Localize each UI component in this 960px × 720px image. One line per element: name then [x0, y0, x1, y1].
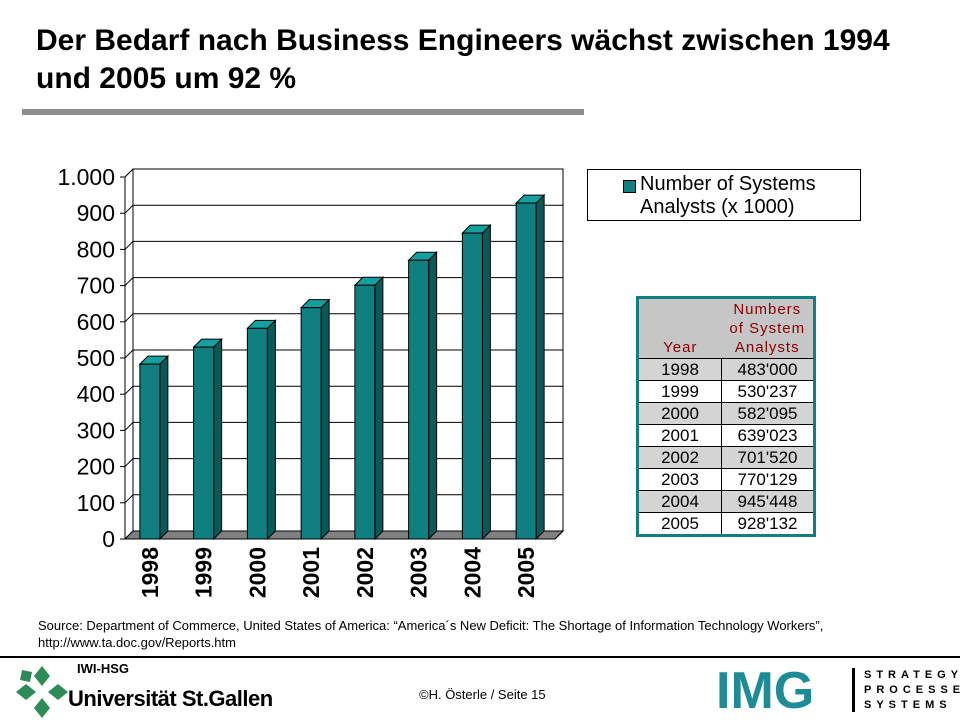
table-cell-value: 530'237	[721, 380, 815, 403]
table-cell-year: 2003	[637, 468, 722, 491]
bar	[354, 284, 376, 540]
x-tick-label: 2000	[244, 547, 270, 598]
y-tick-label: 100	[77, 490, 115, 516]
img-logo-text: IMG	[716, 666, 814, 712]
y-tick-label: 800	[77, 236, 115, 262]
bar	[193, 346, 215, 540]
img-logo-icon: IMG	[716, 666, 814, 712]
table-header-year: Year	[637, 297, 722, 359]
slide-title: Der Bedarf nach Business Engineers wächs…	[36, 24, 890, 95]
gridline	[124, 168, 563, 178]
table-cell-year: 2004	[637, 490, 722, 513]
table-header-analysts: Numbers of System Analysts	[721, 297, 815, 359]
table-row: 2002 701'520	[637, 446, 815, 469]
table-cell-year: 2002	[637, 446, 722, 469]
y-tick-label: 400	[77, 381, 115, 407]
bar	[139, 363, 161, 540]
y-tick-label: 0	[102, 526, 115, 552]
x-tick-label: 2003	[406, 547, 432, 598]
tagline-processes: PROCESSES	[864, 684, 960, 696]
table-row: 2004 945'448	[637, 490, 815, 513]
gridline	[124, 204, 563, 214]
table-row: 1999 530'237	[637, 380, 815, 403]
bar-side	[535, 193, 545, 541]
table-cell-year: 2000	[637, 402, 722, 425]
table-row: 2001 639'023	[637, 424, 815, 447]
hsg-logo-icon	[16, 666, 68, 718]
x-tick-label: 1999	[191, 547, 217, 598]
source-note: Source: Department of Commerce, United S…	[38, 618, 824, 650]
table-cell-value: 483'000	[721, 358, 815, 381]
x-tick-label: 2005	[513, 547, 539, 598]
university-name: Universität St.Gallen	[68, 686, 273, 711]
y-tick-label: 1.000	[57, 164, 115, 190]
table-cell-value: 582'095	[721, 402, 815, 425]
copyright-page: ©H. Österle / Seite 15	[419, 687, 546, 702]
table-cell-year: 1999	[637, 380, 722, 403]
table-cell-value: 639'023	[721, 424, 815, 447]
table-cell-year: 2001	[637, 424, 722, 447]
footer-divider	[0, 656, 960, 658]
table-row: 2005 928'132	[637, 512, 815, 536]
data-table: Year Numbers of System Analysts 1998 483'…	[636, 296, 816, 537]
legend-label: Number of Systems Analysts (x 1000)	[640, 173, 816, 218]
bar-chart: 0 100 200 300 400 500 600 700 800 900 1.000 1998 199…	[57, 164, 565, 598]
chart-floor	[123, 530, 565, 540]
y-tick-label: 700	[77, 273, 115, 299]
table-cell-value: 945'448	[721, 490, 815, 513]
table-cell-value: 928'132	[721, 512, 815, 536]
y-tick-label: 600	[77, 309, 115, 335]
table-row: 2003 770'129	[637, 468, 815, 491]
chart-back-wall	[123, 168, 564, 540]
bar	[408, 259, 430, 540]
table-row: 1998 483'000	[637, 358, 815, 381]
table-row: 2000 582'095	[637, 402, 815, 425]
bar-side	[159, 354, 169, 541]
bar	[461, 232, 483, 540]
gridline	[124, 240, 563, 250]
img-tagline: STRATEGY PROCESSES SYSTEMS	[864, 668, 960, 713]
tagline-strategy: STRATEGY	[864, 669, 960, 681]
title-underline	[22, 109, 584, 115]
table-cell-year: 2005	[637, 512, 722, 536]
table-cell-value: 770'129	[721, 468, 815, 491]
iwi-label: IWI-HSG	[77, 661, 129, 676]
table-header-row: Year Numbers of System Analysts	[637, 297, 815, 359]
table-cell-year: 1998	[637, 358, 722, 381]
bar	[246, 327, 268, 540]
bar-side	[213, 337, 223, 541]
y-tick-label: 500	[77, 345, 115, 371]
bar-side	[428, 251, 438, 541]
table-body: 1998 483'000 1999 530'237 2000 582'095 2001 639…	[637, 358, 815, 536]
logo-separator	[852, 668, 855, 712]
y-tick-label: 300	[77, 417, 115, 443]
table-cell-value: 701'520	[721, 446, 815, 469]
x-tick-label: 2001	[298, 547, 324, 598]
x-tick-label: 2004	[459, 547, 485, 598]
x-tick-label: 2002	[352, 547, 378, 598]
chart-legend: Number of Systems Analysts (x 1000)	[587, 169, 861, 221]
legend-swatch	[623, 180, 636, 193]
bar	[515, 202, 537, 540]
bar-side	[481, 223, 491, 541]
y-tick-label: 200	[77, 454, 115, 480]
tagline-systems: SYSTEMS	[864, 699, 952, 711]
bar-side	[266, 319, 276, 541]
bar	[300, 307, 322, 540]
x-tick-label: 1998	[137, 547, 163, 598]
y-tick-label: 900	[77, 200, 115, 226]
bar-side	[320, 298, 330, 541]
bar-side	[374, 276, 384, 541]
